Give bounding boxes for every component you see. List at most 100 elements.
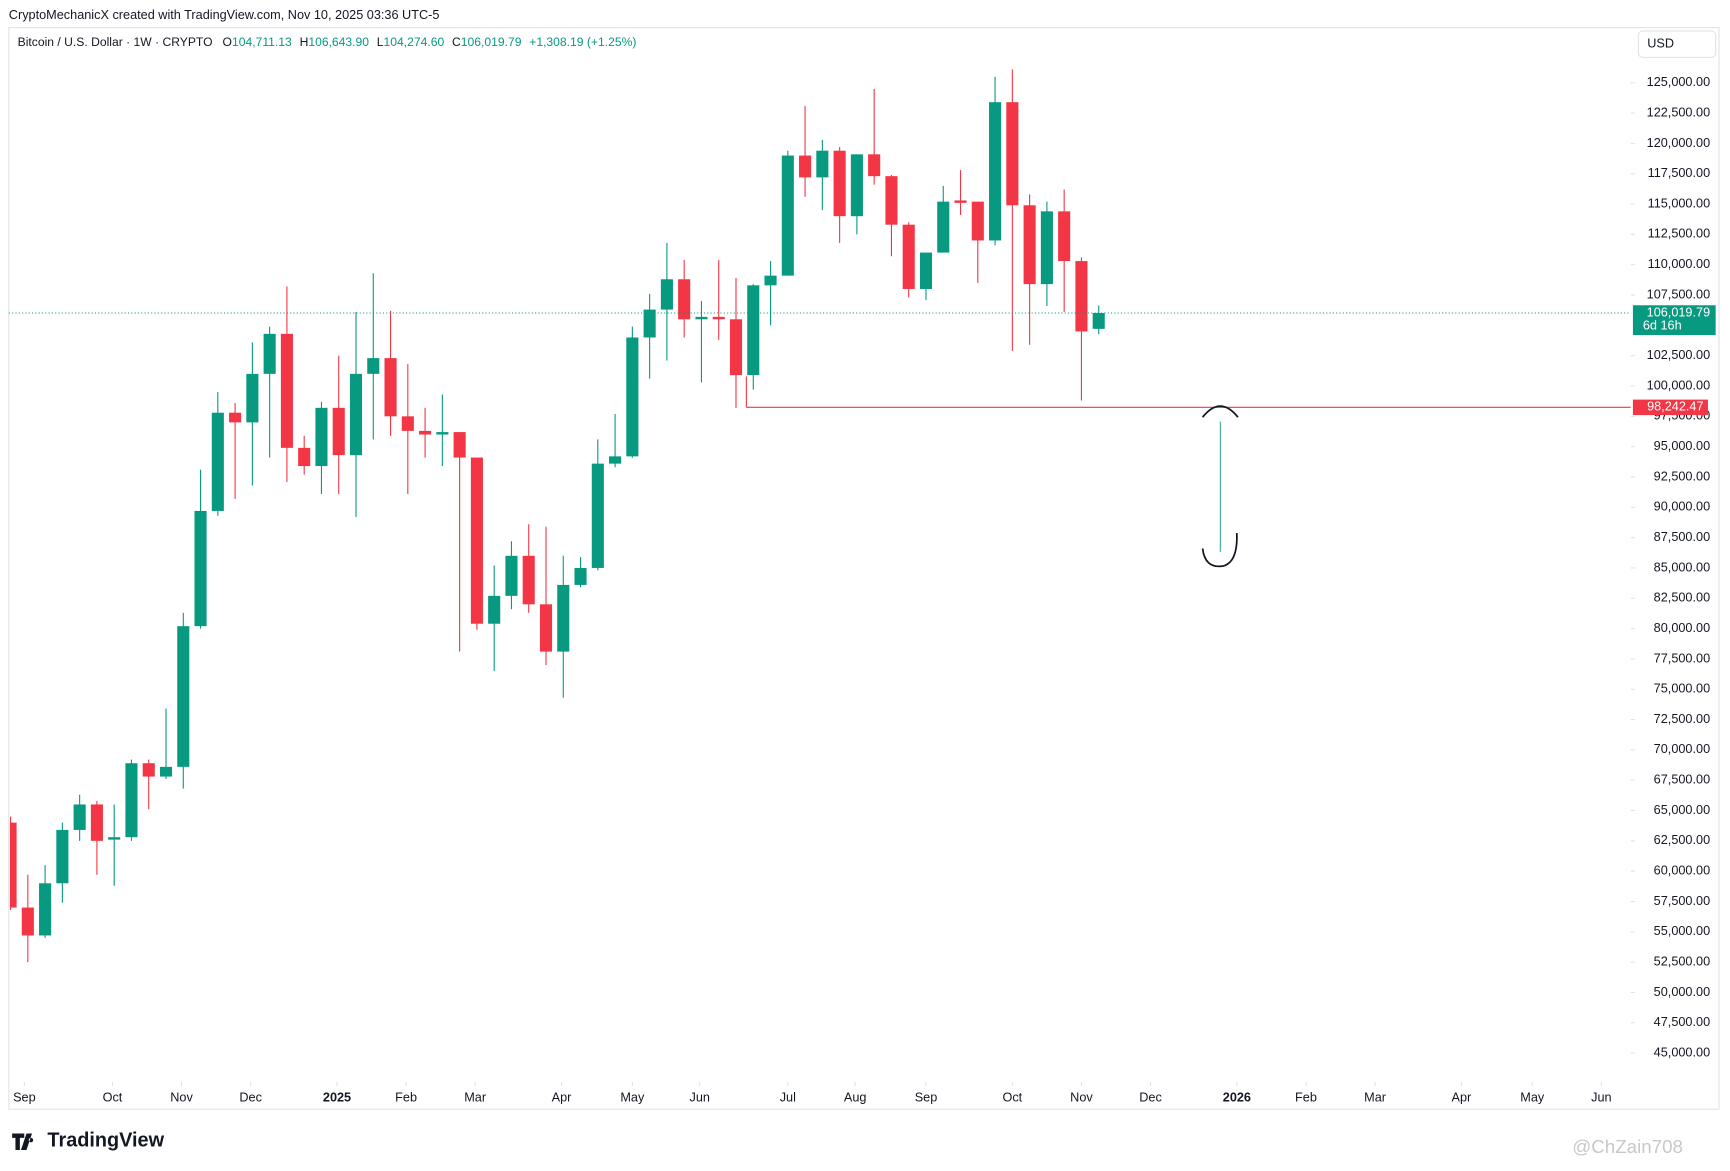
candle-body <box>125 763 138 838</box>
y-tick-label: 90,000.00 <box>1654 500 1710 514</box>
x-tick-label: Sep <box>915 1091 938 1105</box>
y-tick-label: 47,500.00 <box>1654 1015 1710 1029</box>
candle-body <box>557 584 570 652</box>
y-tick-label: 87,500.00 <box>1654 530 1710 544</box>
currency-button[interactable] <box>1637 30 1717 58</box>
logo-mark <box>12 1133 34 1151</box>
x-tick-label: Apr <box>552 1091 573 1105</box>
x-tick-label: 2025 <box>323 1091 351 1105</box>
candle-body <box>39 883 52 936</box>
candle-body <box>850 154 863 217</box>
x-tick-label: May <box>620 1091 645 1105</box>
symbol: Bitcoin / U.S. Dollar · 1W · CRYPTO <box>18 35 213 49</box>
legend-line: Bitcoin / U.S. Dollar · 1W · CRYPTO O104… <box>18 35 637 49</box>
candle-body <box>9 822 17 908</box>
candle-body <box>211 412 224 511</box>
c-key: C <box>452 35 461 49</box>
logo: TradingView <box>12 1129 165 1151</box>
countdown: 6d 16h <box>1643 319 1682 333</box>
candle-body <box>522 555 535 605</box>
x-tick-label: Aug <box>844 1091 867 1105</box>
candle-body <box>108 837 121 840</box>
x-tick-label: Dec <box>239 1091 262 1105</box>
y-tick-label: 112,500.00 <box>1648 227 1711 241</box>
y-tick-label: 70,000.00 <box>1654 742 1710 756</box>
y-tick-label: 117,500.00 <box>1648 166 1711 180</box>
h-key: H <box>300 35 309 49</box>
candle-body <box>21 907 34 936</box>
logo-text: TradingView <box>47 1129 164 1151</box>
o-value: 104,711.13 <box>232 35 292 49</box>
candle-body <box>919 252 933 289</box>
x-tick-label: Feb <box>1295 1091 1317 1105</box>
y-tick-label: 107,500.00 <box>1647 287 1710 301</box>
candle-body <box>868 154 881 177</box>
drawn-hook <box>1201 533 1238 568</box>
candle-body <box>384 358 397 417</box>
x-tick-label: Dec <box>1139 1091 1162 1105</box>
candle-body <box>90 804 103 841</box>
candle-body <box>1023 205 1036 285</box>
candle-body <box>1006 102 1019 206</box>
candle-body <box>609 456 622 464</box>
candle-body <box>539 604 553 652</box>
x-tick-label: Oct <box>103 1091 123 1105</box>
candle-body <box>194 510 207 627</box>
currency[interactable]: USD <box>1647 37 1674 51</box>
candle-body <box>678 279 691 320</box>
y-tick-label: 82,500.00 <box>1654 591 1710 605</box>
x-tick-label: Nov <box>170 1091 193 1105</box>
y-tick-label: 62,500.00 <box>1654 833 1710 847</box>
y-tick-label: 77,500.00 <box>1654 651 1710 665</box>
x-tick-label: May <box>1520 1091 1545 1105</box>
y-tick-label: 50,000.00 <box>1654 985 1710 999</box>
candle-body <box>419 430 432 435</box>
chart-frame <box>8 27 1720 1110</box>
y-tick-label: 120,000.00 <box>1647 136 1710 150</box>
x-tick-label: Jul <box>780 1091 796 1105</box>
credit: CryptoMechanicX created with TradingView… <box>9 8 440 22</box>
y-tick-label: 122,500.00 <box>1647 105 1710 119</box>
candle-body <box>332 407 345 456</box>
y-tick-label: 115,000.00 <box>1648 196 1711 210</box>
candle-body <box>1040 211 1053 285</box>
candle-body <box>695 316 708 320</box>
x-tick-label: Sep <box>13 1091 36 1105</box>
candle-body <box>401 416 414 431</box>
candle-body <box>1058 211 1071 262</box>
last-price-box <box>1632 305 1716 336</box>
candle-body <box>246 373 259 423</box>
l-value: 104,274.60 <box>384 35 445 49</box>
candle-body <box>1092 312 1105 329</box>
candle-body <box>729 319 743 376</box>
candle-body <box>349 373 363 456</box>
candle-body <box>263 333 276 374</box>
candle-body <box>177 626 190 767</box>
candle-body <box>902 224 915 289</box>
candle-body <box>816 150 829 178</box>
candle-body <box>367 358 380 374</box>
o-key: O <box>223 35 232 49</box>
candle-body <box>453 432 466 458</box>
y-tick-label: 80,000.00 <box>1654 621 1710 635</box>
candle-body <box>73 804 86 830</box>
candle-body <box>712 316 725 320</box>
x-tick-label: Jun <box>1591 1091 1611 1105</box>
y-tick-label: 67,500.00 <box>1654 773 1710 787</box>
x-tick-label: Feb <box>395 1091 417 1105</box>
candle-body <box>56 829 69 884</box>
candle-body <box>505 555 518 596</box>
y-tick-label: 52,500.00 <box>1654 954 1710 968</box>
candle-body <box>574 567 587 585</box>
y-tick-label: 55,000.00 <box>1654 924 1710 938</box>
y-tick-label: 60,000.00 <box>1654 864 1710 878</box>
candle-body <box>1075 261 1088 332</box>
candle-body <box>954 200 967 203</box>
change: +1,308.19 (+1.25%) <box>529 35 636 49</box>
candle-body <box>229 412 242 423</box>
x-tick-label: Mar <box>1364 1091 1387 1105</box>
candle-body <box>833 150 846 217</box>
candle-body <box>280 333 293 448</box>
